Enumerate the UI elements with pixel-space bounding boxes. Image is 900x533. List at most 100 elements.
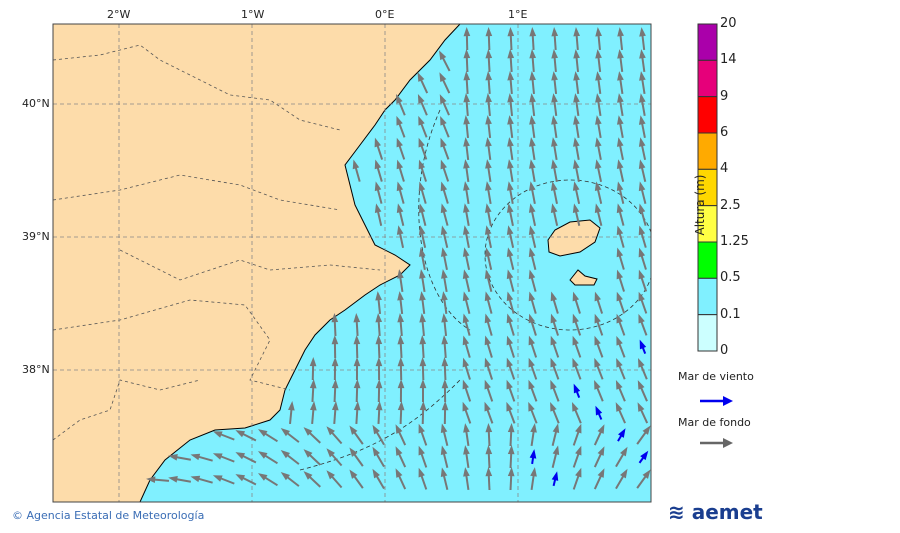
swell-arrow [507,423,515,447]
swell-arrow [485,159,492,183]
swell-arrow [440,159,450,182]
swell-arrow [485,137,492,161]
swell-arrow [375,291,382,315]
lat-label: 39°N [22,230,50,243]
swell-arrow [484,225,492,248]
swell-arrow [636,469,651,489]
swell-arrow [418,137,428,160]
swell-arrow [146,476,170,484]
map-frame [52,23,652,503]
swell-arrow [573,137,580,161]
swell-arrow [396,181,405,204]
swell-arrow [349,425,364,445]
swell-arrow [484,401,494,424]
swell-arrow [462,313,471,336]
swell-arrow [258,473,278,487]
swell-arrow [638,269,648,292]
swell-arrow [168,476,192,483]
swell-arrow [593,468,605,490]
swell-arrow [507,181,514,205]
swell-arrow [572,181,581,204]
colorbar-segment [697,96,718,134]
swell-arrow [594,291,604,314]
swell-arrow [638,159,647,182]
swell-arrow [441,335,449,359]
swell-arrow [594,379,604,402]
wind-sea-arrow-icon [700,396,733,406]
swell-arrow [353,313,361,337]
swell-arrow [395,446,407,468]
colorbar-tick: 6 [720,125,729,140]
land-spain [53,24,461,502]
swell-arrow [463,93,471,117]
swell-arrow [418,445,428,468]
colorbar-tick: 4 [720,161,729,177]
swell-arrow [507,159,514,183]
swell-arrow [616,357,626,380]
wind-sea-arrow [595,405,603,420]
swell-arrow [639,93,646,117]
swell-arrow [529,137,536,161]
swell-arrow [506,313,515,336]
swell-arrow [258,451,278,465]
swell-arrow [506,379,516,402]
swell-arrow [615,446,628,468]
swell-arrow [396,137,406,160]
swell-arrow [441,379,449,403]
swell-arrow [528,313,537,336]
swell-arrow [528,401,538,424]
swell-arrow [573,71,580,95]
swell-arrow [375,379,383,403]
swell-arrow [506,401,516,424]
swell-arrow [440,247,448,271]
swell-arrow [374,203,383,226]
swell-arrow [639,27,646,51]
aemet-logo: ≋ aemet [668,500,763,524]
swell-arrow [638,225,647,248]
swell-arrow [550,335,560,358]
swell-arrow [418,247,426,271]
swell-arrow [484,269,493,292]
swell-arrow [573,49,580,73]
swell-arrow [506,291,515,314]
swell-arrow [374,137,384,160]
swell-arrow [551,27,559,51]
swell-arrow [441,401,449,425]
swell-arrow [617,115,624,139]
swell-arrow [572,313,582,336]
swell-arrow [440,225,449,248]
swell-arrow [374,159,383,182]
swell-arrow [397,401,405,425]
lon-label: 0°E [375,8,395,21]
swell-arrow [638,137,647,160]
colorbar-tick: 14 [720,52,737,68]
swell-arrow [528,379,538,402]
swell-arrow [485,181,492,205]
swell-arrow [280,450,300,465]
swell-arrow [529,71,536,95]
swell-arrow [594,159,603,182]
swell-arrow [353,357,361,381]
swell-arrow [463,115,470,139]
swell-arrow [419,335,427,359]
legend-wind-sea: Mar de viento [678,370,754,383]
swell-arrow [485,71,493,95]
graticule [53,24,651,502]
swell-arrow [551,159,558,183]
swell-arrow [396,93,406,116]
swell-arrow [617,49,624,73]
swell-arrow [485,115,492,139]
swell-arrow [397,269,404,293]
swell-arrow [615,380,626,402]
swell-arrow [507,115,514,139]
colorbar-tick: 0.5 [720,270,741,286]
swell-arrow [418,467,428,490]
swell-arrow [593,424,605,446]
colorbar-segment [697,277,718,316]
swell-arrow [551,137,558,161]
swell-arrow [441,357,449,381]
swell-arrow [638,291,648,314]
swell-arrow [331,357,339,381]
swell-arrow [616,313,626,336]
swell-arrow [374,181,383,204]
